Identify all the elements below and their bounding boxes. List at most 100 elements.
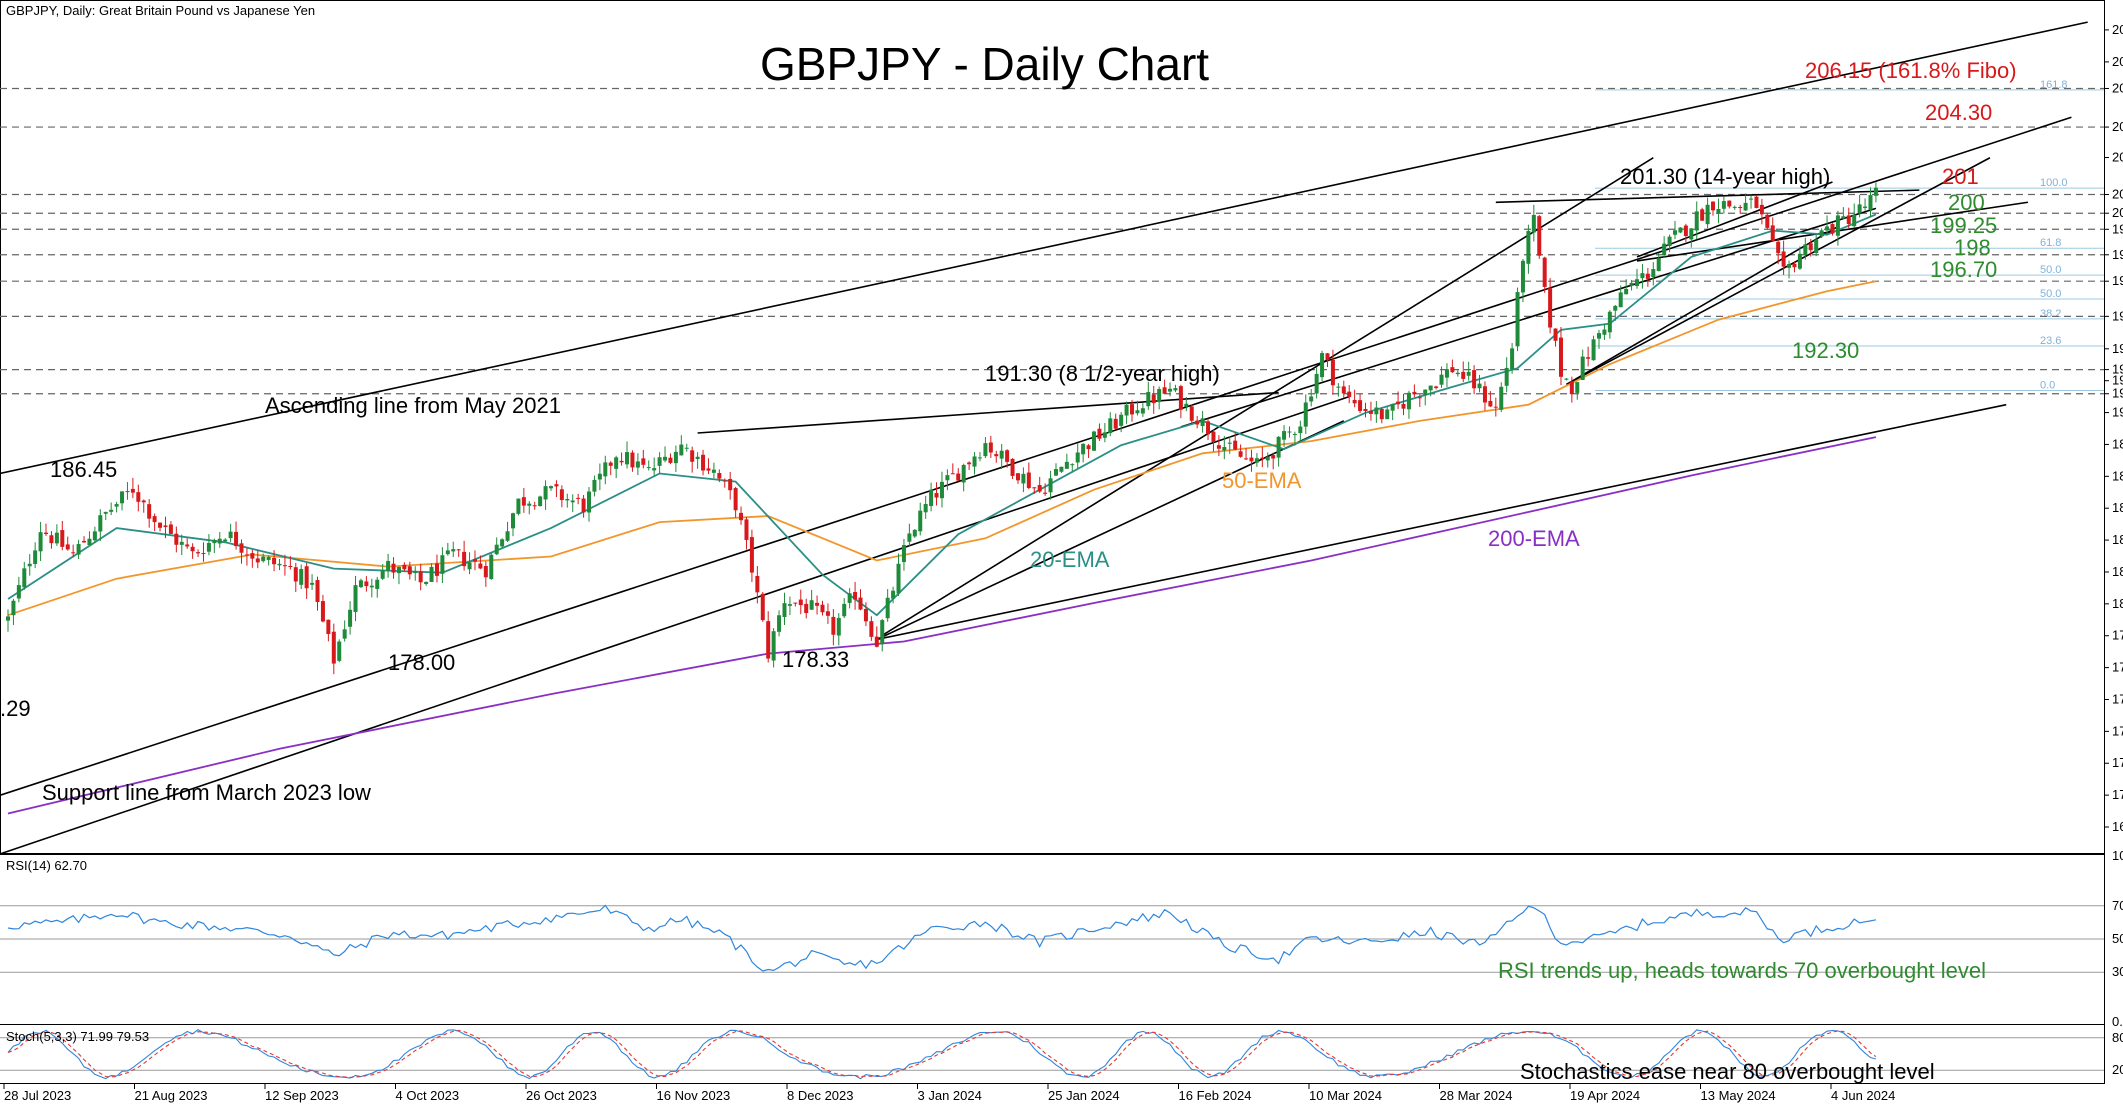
candle-bull: [1825, 226, 1830, 231]
candle-bull: [125, 491, 130, 493]
candle-bear: [1542, 257, 1547, 287]
candle-bear: [1195, 420, 1200, 425]
label-199-25: 199.25: [1930, 213, 1997, 238]
candle-bull: [1591, 339, 1596, 361]
candle-bull: [1265, 456, 1270, 461]
candle-bear: [722, 480, 727, 482]
price-tick-label: 171.310: [2112, 787, 2123, 802]
candle-bull: [103, 511, 108, 514]
candle-bear: [581, 498, 586, 513]
candle-bull: [510, 513, 515, 529]
candle-bear: [793, 602, 798, 604]
candle-bull: [1673, 230, 1678, 235]
price-tick-label: 190.210: [2112, 405, 2123, 420]
candle-bull: [494, 544, 499, 555]
candle-bull: [918, 510, 923, 532]
candle-bear: [190, 546, 195, 552]
candle-bull: [206, 542, 211, 552]
ema-20-line: [7, 213, 1877, 617]
candle-bull: [538, 496, 543, 507]
price-tick-label: 187.060: [2112, 468, 2123, 483]
candle-bull: [695, 456, 700, 460]
ascending-line-may-2021: [0, 116, 2072, 797]
candle-bear: [1363, 408, 1368, 412]
short-term-channel-line: [1566, 157, 1991, 386]
price-tick-label: 172.885: [2112, 755, 2123, 770]
channel-lower-steep-trendline: [881, 157, 1654, 637]
candle-bear: [760, 593, 765, 621]
candle-bull: [1092, 431, 1096, 451]
candle-bull: [1227, 442, 1232, 444]
time-tick-label: 3 Jan 2024: [918, 1088, 982, 1103]
candle-bull: [1102, 432, 1107, 438]
candle-bear: [141, 500, 146, 503]
candle-bear: [185, 544, 190, 547]
candle-bear: [668, 457, 673, 463]
candle-bull: [1694, 211, 1699, 231]
label-192-30: 192.30: [1792, 338, 1859, 363]
candle-bull: [1477, 383, 1482, 389]
candle-bull: [663, 456, 668, 461]
candle-bull: [228, 531, 233, 539]
candle-bear: [804, 603, 809, 614]
candle-bear: [1700, 209, 1705, 221]
candle-bull: [217, 538, 222, 544]
fibo-label: 61.8: [2040, 237, 2061, 249]
candle-bear: [755, 575, 760, 593]
candle-bull: [1716, 208, 1721, 214]
candle-bear: [158, 522, 163, 528]
candle-bear: [1244, 458, 1249, 460]
time-tick-label: 16 Nov 2023: [657, 1088, 731, 1103]
candle-bull: [652, 468, 657, 471]
candle-bear: [690, 450, 695, 462]
candle-bull: [1081, 443, 1086, 455]
candle-bull: [445, 550, 450, 555]
candle-bull: [929, 489, 934, 506]
candle-bull: [1705, 204, 1710, 225]
candle-bull: [565, 498, 570, 501]
main-panel-frame: [0, 0, 2105, 854]
candle-bull: [358, 580, 363, 588]
price-tick-label: 185.485: [2112, 500, 2123, 515]
candle-bear: [1379, 409, 1384, 420]
candle-bull: [711, 469, 716, 473]
price-axis: 209.115 207.535 206.222 204.315 202.810 200.9…: [2104, 22, 2123, 834]
candle-bull: [1575, 382, 1580, 393]
candle-bull: [891, 590, 896, 599]
time-tick-label: 25 Jan 2024: [1048, 1088, 1120, 1103]
candle-bear: [1683, 225, 1688, 237]
price-tick-label: 204.315: [2112, 119, 2123, 134]
candle-bull: [277, 563, 282, 566]
candle-bull: [1455, 372, 1460, 375]
candle-bear: [331, 631, 336, 664]
candle-bear: [956, 473, 961, 481]
candle-bull: [885, 597, 890, 619]
candle-bull: [451, 549, 456, 552]
price-tick-label: 194.964: [2112, 308, 2123, 323]
price-tick-label: 198.006: [2112, 247, 2123, 262]
candle-bull: [549, 486, 553, 489]
fibo-label: 23.6: [2040, 335, 2061, 347]
candle-bull: [440, 555, 445, 574]
candle-bear: [272, 557, 277, 565]
candle-bear: [315, 580, 320, 602]
candle-bear: [1341, 386, 1346, 394]
candle-bull: [1184, 403, 1189, 407]
candle-bull: [1108, 418, 1113, 434]
candle-bear: [65, 544, 70, 550]
candle-bull: [76, 544, 81, 555]
price-tick-label: 192.332: [2112, 362, 2123, 377]
candle-bull: [1135, 410, 1140, 414]
candle-bull: [353, 585, 358, 612]
candle-bear: [1010, 458, 1015, 476]
candle-bear: [1162, 387, 1167, 394]
candle-bull: [999, 450, 1004, 459]
candle-bear: [82, 540, 87, 543]
candle-bull: [1059, 466, 1064, 472]
price-tick-label: 169.735: [2112, 819, 2123, 834]
candle-bull: [570, 500, 575, 503]
candle-bear: [820, 604, 825, 613]
label-support-line: Support line from March 2023 low: [42, 780, 371, 805]
support-line-extension: [876, 403, 2007, 641]
candle-bull: [673, 451, 678, 464]
